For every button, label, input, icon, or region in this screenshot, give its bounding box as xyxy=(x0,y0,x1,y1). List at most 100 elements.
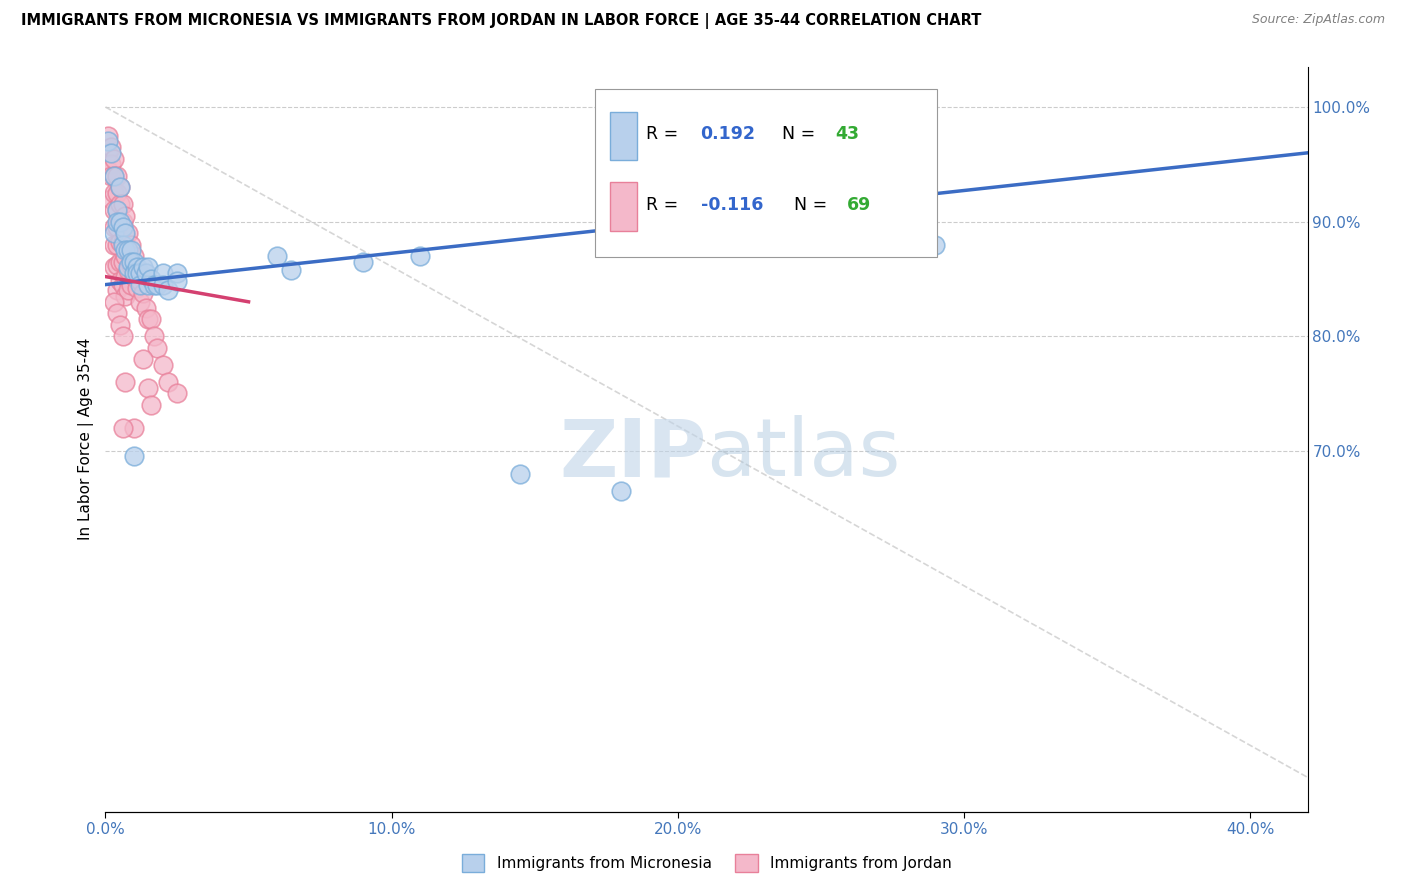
Point xyxy=(103,260,125,275)
Point xyxy=(100,169,122,183)
Point xyxy=(111,421,134,435)
Point xyxy=(122,421,145,435)
Point xyxy=(111,254,134,268)
Point xyxy=(105,258,128,272)
Point xyxy=(97,134,120,148)
Text: 69: 69 xyxy=(848,195,872,214)
Point xyxy=(166,266,188,280)
Point xyxy=(120,277,142,292)
FancyBboxPatch shape xyxy=(595,89,938,257)
Point xyxy=(114,375,136,389)
Point xyxy=(103,169,125,183)
Text: N =: N = xyxy=(794,195,832,214)
Text: 43: 43 xyxy=(835,125,859,143)
Point xyxy=(105,214,128,228)
Point xyxy=(141,272,163,286)
Text: ZIP: ZIP xyxy=(560,415,707,493)
Point xyxy=(409,249,432,263)
Point xyxy=(108,180,131,194)
Point xyxy=(157,283,180,297)
Point xyxy=(152,277,174,292)
Point xyxy=(117,226,139,240)
Point xyxy=(122,254,145,268)
Point xyxy=(135,266,157,280)
Point xyxy=(117,244,139,258)
Point xyxy=(114,244,136,258)
Point xyxy=(111,235,134,250)
Point xyxy=(114,226,136,240)
Point xyxy=(280,262,302,277)
Point xyxy=(146,341,169,355)
Point xyxy=(509,467,531,481)
Point xyxy=(103,186,125,200)
Bar xyxy=(610,182,637,231)
Point xyxy=(114,289,136,303)
Point xyxy=(138,277,160,292)
Point xyxy=(108,274,131,288)
Point xyxy=(141,312,163,326)
Point xyxy=(105,237,128,252)
Point xyxy=(111,197,134,211)
Point xyxy=(97,145,120,160)
Point xyxy=(143,329,166,343)
Y-axis label: In Labor Force | Age 35-44: In Labor Force | Age 35-44 xyxy=(79,338,94,541)
Point xyxy=(352,254,374,268)
Point xyxy=(138,381,160,395)
Point xyxy=(122,450,145,464)
Point xyxy=(152,266,174,280)
Point xyxy=(103,294,125,309)
Point xyxy=(108,180,131,194)
Point xyxy=(131,352,153,367)
Point xyxy=(111,237,134,252)
Point xyxy=(103,237,125,252)
Point xyxy=(135,301,157,315)
Point xyxy=(103,152,125,166)
Point xyxy=(105,203,128,218)
Point xyxy=(125,262,148,277)
Point xyxy=(111,220,134,235)
Point xyxy=(108,235,131,250)
Point xyxy=(100,192,122,206)
Point xyxy=(131,260,153,275)
Point xyxy=(108,318,131,332)
Point xyxy=(146,277,169,292)
Point xyxy=(105,203,128,218)
Point xyxy=(924,237,946,252)
Point xyxy=(100,157,122,171)
Text: 0.192: 0.192 xyxy=(700,125,755,143)
Point xyxy=(117,260,139,275)
Point xyxy=(120,258,142,272)
Text: R =: R = xyxy=(647,125,685,143)
Point xyxy=(131,285,153,300)
Point xyxy=(108,214,131,228)
Point xyxy=(266,249,288,263)
Point xyxy=(120,244,142,258)
Point xyxy=(141,398,163,412)
Point xyxy=(105,283,128,297)
Point xyxy=(166,274,188,288)
Point xyxy=(108,254,131,268)
Point xyxy=(122,269,145,284)
Point xyxy=(103,169,125,183)
Point xyxy=(117,244,139,258)
Text: -0.116: -0.116 xyxy=(700,195,763,214)
Text: atlas: atlas xyxy=(707,415,901,493)
Point xyxy=(111,214,134,228)
Point xyxy=(128,266,150,280)
Point xyxy=(108,214,131,228)
Point xyxy=(125,260,148,275)
Point xyxy=(117,283,139,297)
Point xyxy=(103,226,125,240)
Point xyxy=(143,277,166,292)
Point xyxy=(120,254,142,268)
Legend: Immigrants from Micronesia, Immigrants from Jordan: Immigrants from Micronesia, Immigrants f… xyxy=(456,847,957,879)
Point xyxy=(609,483,631,498)
Text: R =: R = xyxy=(647,195,685,214)
Point xyxy=(157,375,180,389)
Point xyxy=(103,203,125,218)
Point xyxy=(138,260,160,275)
Point xyxy=(114,249,136,263)
Point xyxy=(114,228,136,243)
Point xyxy=(97,163,120,178)
Bar xyxy=(610,112,637,160)
